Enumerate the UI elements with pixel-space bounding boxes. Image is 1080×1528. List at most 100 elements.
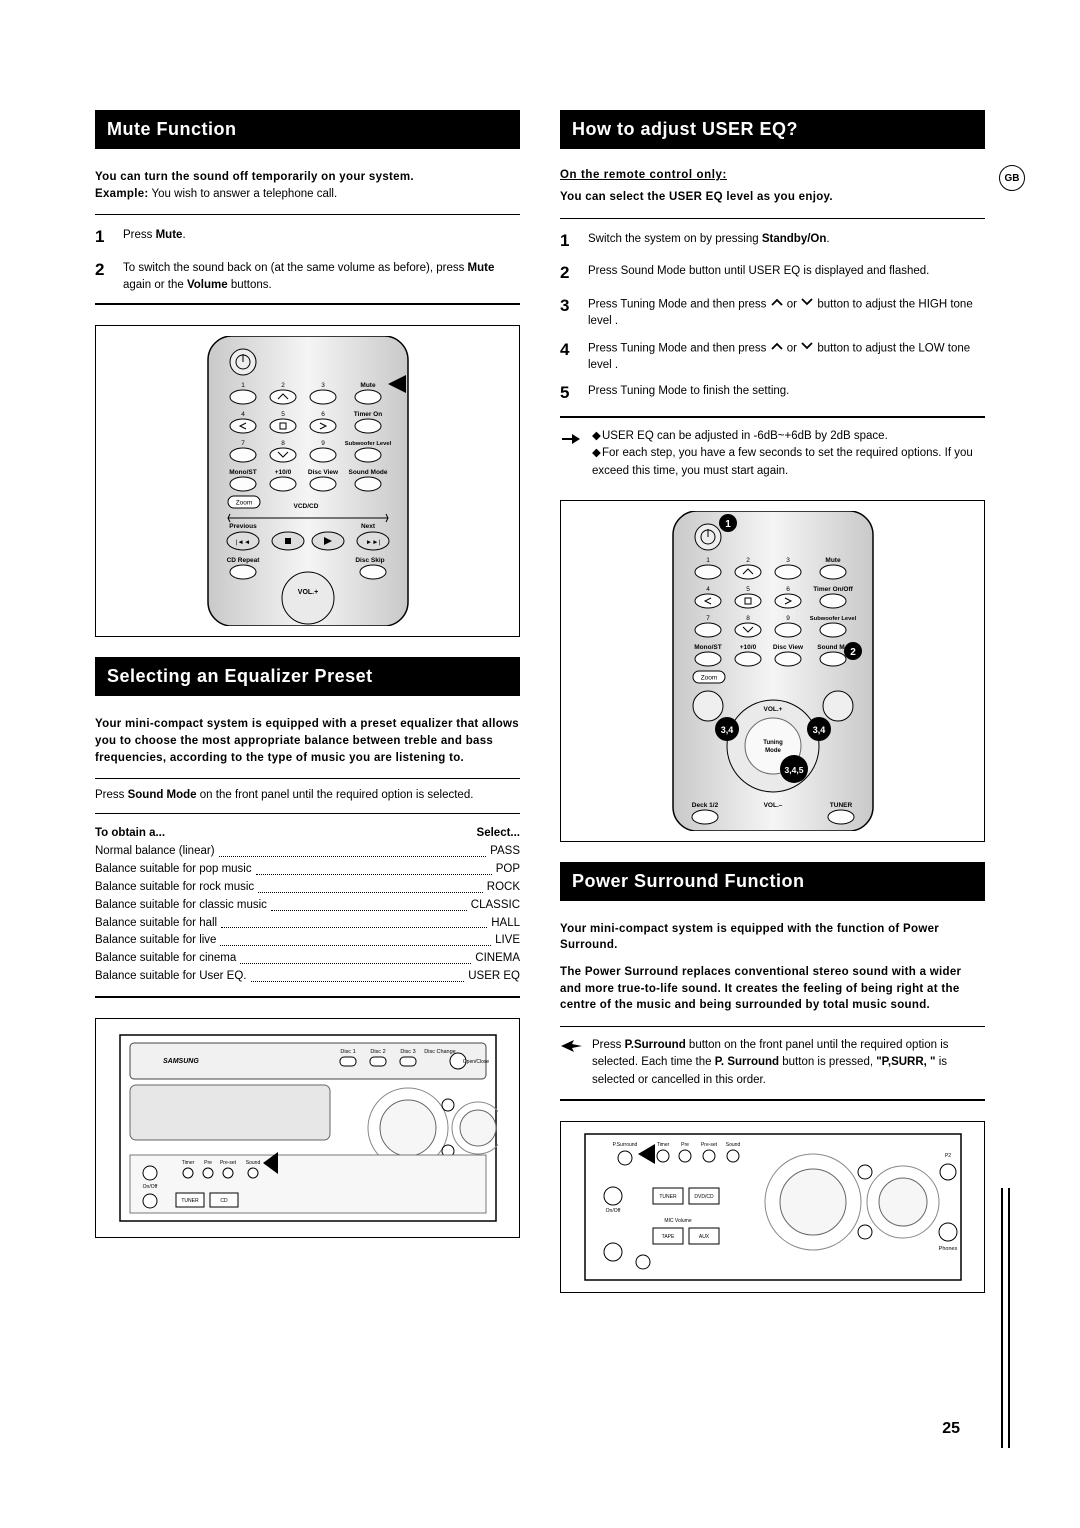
svg-text:Pre-set: Pre-set: [700, 1142, 717, 1148]
eq-row-value: PASS: [490, 843, 520, 861]
eq-row-label: Balance suitable for User EQ.: [95, 968, 247, 986]
eq-row-label: Balance suitable for rock music: [95, 879, 254, 897]
svg-text:CD: CD: [220, 1198, 228, 1204]
bullet-icon: ◆: [592, 428, 602, 445]
step: 2Press Sound Mode button until USER EQ i…: [560, 261, 985, 286]
svg-text:6: 6: [321, 411, 325, 418]
eq-row: Balance suitable for cinema CINEMA: [95, 950, 520, 968]
mute-title: Mute Function: [95, 110, 520, 149]
svg-text:Subwoofer Level: Subwoofer Level: [344, 441, 391, 447]
step-number: 4: [560, 338, 578, 363]
psurr-press-body: Press P.Surround button on the front pan…: [592, 1037, 985, 1089]
page-columns: Mute Function You can turn the sound off…: [95, 110, 985, 1313]
mute-remote-diagram: 123Mute 456Timer On 789Subwoofer Level: [95, 325, 520, 637]
svg-text:Zoom: Zoom: [700, 674, 717, 681]
divider: [560, 218, 985, 219]
divider: [95, 996, 520, 998]
svg-text:Pre: Pre: [681, 1142, 689, 1148]
svg-text:Next: Next: [360, 523, 375, 530]
svg-text:On/Off: On/Off: [142, 1184, 157, 1190]
svg-text:VCD/CD: VCD/CD: [293, 503, 318, 510]
svg-text:|◄◄: |◄◄: [235, 539, 250, 546]
eq-row: Balance suitable for hallHALL: [95, 915, 520, 933]
eq-row-value: ROCK: [487, 879, 520, 897]
psurr-press-row: Press P.Surround button on the front pan…: [560, 1037, 985, 1089]
page-number: 25: [942, 1420, 960, 1438]
svg-text:Phones: Phones: [938, 1246, 957, 1252]
eq-row-dots: [220, 932, 491, 946]
eq-row-dots: [221, 915, 487, 929]
mute-intro-bold: You can turn the sound off temporarily o…: [95, 171, 414, 183]
psurr-title: Power Surround Function: [560, 862, 985, 901]
side-accent-bars: [1001, 1188, 1010, 1448]
step-number: 3: [560, 294, 578, 319]
eq-preset-intro: Your mini-compact system is equipped wit…: [95, 716, 520, 766]
svg-text:5: 5: [746, 586, 750, 593]
svg-text:Sound Mode: Sound Mode: [348, 469, 387, 476]
eq-row: Balance suitable for pop musicPOP: [95, 861, 520, 879]
remote-svg-2: 1 123Mute 456Timer On/Off 789Subwoofer L…: [653, 511, 893, 831]
svg-text:Disc View: Disc View: [307, 469, 338, 476]
svg-text:Timer On/Off: Timer On/Off: [813, 586, 853, 593]
step-text: Press Sound Mode button until USER EQ is…: [588, 261, 985, 280]
step: 5Press Tuning Mode to finish the setting…: [560, 381, 985, 406]
svg-text:Timer: Timer: [656, 1142, 669, 1148]
svg-text:VOL.+: VOL.+: [763, 706, 782, 713]
mute-steps: 1 Press Mute. 2To switch the sound back on…: [95, 225, 520, 293]
eq-panel-diagram: SAMSUNG Disc 1Disc 2Disc 3Disc Change Op…: [95, 1018, 520, 1238]
step-number: 1: [95, 225, 113, 250]
svg-text:2: 2: [746, 557, 750, 564]
divider: [95, 214, 520, 215]
step-number: 1: [560, 229, 578, 254]
svg-text:Disc Change: Disc Change: [424, 1049, 456, 1055]
eq-press-line: Press Sound Mode on the front panel unti…: [95, 789, 520, 801]
svg-text:Mono/ST: Mono/ST: [694, 644, 721, 651]
step-text: Press Mute.: [123, 225, 520, 244]
svg-text:Subwoofer Level: Subwoofer Level: [809, 616, 856, 622]
usereq-subintro: You can select the USER EQ level as you …: [560, 191, 833, 203]
psurr-press-b3: "P,SURR, ": [876, 1056, 935, 1068]
usereq-note2: For each step, you have a few seconds to…: [592, 447, 973, 476]
mute-example-label: Example:: [95, 188, 149, 200]
svg-text:+10/0: +10/0: [274, 469, 291, 476]
eq-row-dots: [240, 950, 471, 964]
svg-text:Sound M: Sound M: [817, 644, 844, 651]
eq-preset-title: Selecting an Equalizer Preset: [95, 657, 520, 696]
svg-text:TUNER: TUNER: [181, 1198, 199, 1204]
svg-text:DVD/CD: DVD/CD: [694, 1194, 714, 1200]
step: 1 Press Mute.: [95, 225, 520, 250]
svg-text:6: 6: [786, 586, 790, 593]
divider: [560, 416, 985, 418]
eq-row-value: USER EQ: [468, 968, 520, 986]
svg-text:4: 4: [706, 586, 710, 593]
eq-row-dots: [219, 843, 487, 857]
usereq-remote-diagram: 1 123Mute 456Timer On/Off 789Subwoofer L…: [560, 500, 985, 842]
eq-row-dots: [258, 879, 483, 893]
psurr-press-pre: Press: [592, 1039, 625, 1051]
usereq-title: How to adjust USER EQ?: [560, 110, 985, 149]
eq-row-value: HALL: [491, 915, 520, 933]
eq-row: Balance suitable for liveLIVE: [95, 932, 520, 950]
step-number: 2: [95, 258, 113, 283]
svg-text:Disc 3: Disc 3: [400, 1049, 415, 1055]
eq-row-label: Balance suitable for cinema: [95, 950, 236, 968]
svg-text:P.Surround: P.Surround: [612, 1142, 637, 1148]
left-column: Mute Function You can turn the sound off…: [95, 110, 520, 1313]
step: 4Press Tuning Mode and then press or but…: [560, 338, 985, 374]
svg-text:Timer On: Timer On: [353, 411, 381, 418]
divider: [95, 813, 520, 814]
svg-text:5: 5: [281, 411, 285, 418]
svg-text:Disc View: Disc View: [772, 644, 803, 651]
psurr-intro2: The Power Surround replaces conventional…: [560, 964, 985, 1014]
svg-text:Zoom: Zoom: [235, 500, 252, 507]
svg-text:TUNER: TUNER: [829, 802, 852, 809]
svg-text:2: 2: [281, 382, 285, 389]
step: 3Press Tuning Mode and then press or but…: [560, 294, 985, 330]
step: 2To switch the sound back on (at the sam…: [95, 258, 520, 293]
eq-hdr-left: To obtain a...: [95, 827, 165, 839]
svg-text:SAMSUNG: SAMSUNG: [163, 1058, 199, 1065]
eq-row: Balance suitable for classic musicCLASSI…: [95, 897, 520, 915]
eq-row-value: CINEMA: [475, 950, 520, 968]
svg-text:Disc 1: Disc 1: [340, 1049, 355, 1055]
svg-text:Open/Close: Open/Close: [462, 1059, 489, 1065]
